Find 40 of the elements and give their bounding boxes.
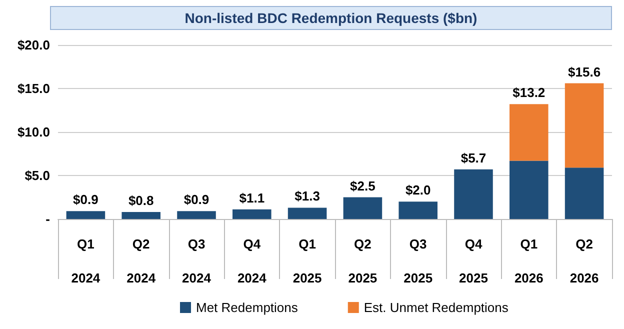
total-label: $0.9 bbox=[73, 192, 98, 208]
category-label: Q4 2024 bbox=[237, 236, 266, 286]
total-label: $1.1 bbox=[239, 190, 265, 206]
bar bbox=[564, 83, 604, 168]
y-tick-label: $5.0 bbox=[24, 168, 50, 183]
bar bbox=[510, 104, 548, 161]
category-label: Q4 2025 bbox=[459, 236, 488, 286]
y-tick-label: $10.0 bbox=[17, 124, 50, 140]
total-label: $1.3 bbox=[294, 188, 320, 204]
bar bbox=[288, 208, 327, 219]
y-tick-label: $20.0 bbox=[17, 38, 50, 52]
total-label: $0.8 bbox=[128, 193, 154, 208]
category-label: Q1 2025 bbox=[292, 236, 322, 286]
total-label: $13.2 bbox=[512, 85, 546, 100]
bar bbox=[122, 212, 160, 219]
category-label: Q1 2024 bbox=[71, 236, 100, 286]
legend-label: Met Redemptions bbox=[196, 300, 298, 315]
total-label: $5.7 bbox=[460, 150, 486, 166]
total-label: $15.6 bbox=[568, 64, 601, 80]
bar bbox=[343, 197, 382, 219]
bar bbox=[232, 209, 272, 219]
bar bbox=[510, 160, 548, 219]
category-label: Q2 2024 bbox=[126, 236, 156, 286]
legend-label: Est. Unmet Redemptions bbox=[364, 300, 509, 315]
category-label: Q3 2024 bbox=[182, 236, 211, 286]
total-label: $2.5 bbox=[350, 178, 376, 194]
chart-title: Non-listed BDC Redemption Requests ($bn) bbox=[50, 6, 612, 30]
y-tick-label: - bbox=[46, 212, 50, 226]
category-label: Q2 2025 bbox=[348, 236, 378, 286]
y-tick-label: $15.0 bbox=[17, 81, 50, 96]
bar bbox=[177, 211, 216, 219]
bar bbox=[454, 169, 493, 219]
bar bbox=[398, 202, 438, 219]
total-label: $0.9 bbox=[184, 192, 210, 208]
bar bbox=[66, 211, 106, 219]
total-label: $2.0 bbox=[405, 182, 431, 198]
category-label: Q2 2026 bbox=[570, 236, 599, 286]
category-label: Q3 2025 bbox=[404, 236, 433, 286]
bar bbox=[564, 168, 604, 219]
category-label: Q1 2026 bbox=[514, 236, 544, 286]
